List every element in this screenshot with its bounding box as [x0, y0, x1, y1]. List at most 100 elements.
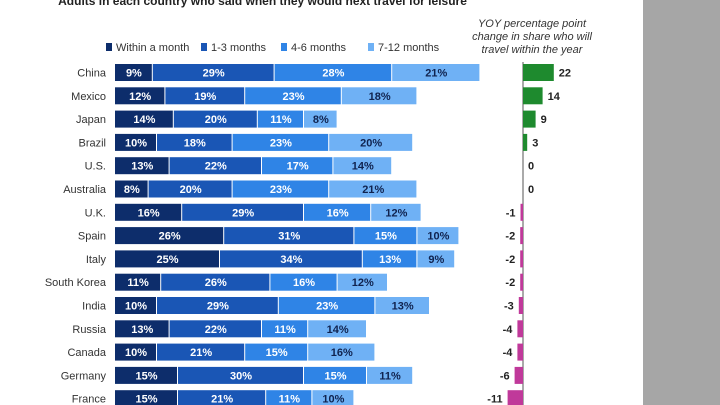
- bar-value-label: 20%: [360, 137, 382, 149]
- legend-label: 4-6 months: [291, 42, 347, 54]
- country-label: Mexico: [71, 91, 106, 103]
- bar-segment: [115, 87, 165, 105]
- bar-value-label: 12%: [352, 277, 374, 289]
- bar-value-label: 31%: [278, 231, 300, 243]
- yoy-change-bar: [523, 133, 528, 151]
- bar-segment: [329, 180, 417, 198]
- bar-segment: [173, 110, 257, 128]
- bar-value-label: 9%: [126, 68, 142, 80]
- right-gray-panel: [643, 0, 720, 405]
- bar-segment: [115, 133, 156, 151]
- bar-value-label: 16%: [138, 207, 160, 219]
- yoy-change-label: -4: [503, 324, 514, 336]
- bar-segment: [157, 343, 245, 361]
- bar-value-label: 22%: [205, 324, 227, 336]
- bar-segment: [337, 273, 387, 291]
- bar-segment: [367, 366, 413, 384]
- bar-segment: [115, 157, 169, 175]
- bar-value-label: 23%: [270, 137, 292, 149]
- bar-segment: [262, 157, 333, 175]
- country-label: Brazil: [78, 137, 106, 149]
- legend-swatch: [106, 43, 112, 51]
- yoy-change-bar: [518, 297, 523, 314]
- bar-segment: [115, 250, 219, 268]
- country-label: France: [72, 394, 106, 405]
- legend-item-4-6-months: 4-6 months: [281, 42, 346, 54]
- bar-value-label: 11%: [279, 394, 301, 405]
- country-label: Russia: [72, 324, 107, 336]
- bar-segment: [224, 227, 354, 245]
- bar-segment: [115, 227, 224, 245]
- country-label: Canada: [67, 347, 106, 359]
- bar-value-label: 11%: [274, 324, 296, 336]
- country-label: U.S.: [85, 161, 106, 173]
- yoy-change-label: 9: [541, 114, 547, 126]
- bar-segment: [245, 87, 341, 105]
- yoy-change-bar: [520, 250, 523, 268]
- country-label: Germany: [61, 370, 107, 382]
- bar-value-label: 11%: [379, 370, 401, 382]
- bar-value-label: 15%: [135, 370, 157, 382]
- bar-segment: [178, 390, 266, 405]
- yoy-change-label: -2: [505, 254, 515, 266]
- yoy-change-bar: [520, 273, 523, 291]
- bar-segment: [417, 250, 455, 268]
- bar-value-label: 13%: [131, 161, 153, 173]
- bar-segment: [232, 180, 329, 198]
- bar-value-label: 29%: [203, 68, 225, 80]
- stacked-bar-chart: China 9% 29% 28% 21% 22 Mexico 12% 19% 23% 18% 14 Ja…: [45, 62, 571, 405]
- country-label: Japan: [76, 114, 106, 126]
- bar-segment: [115, 343, 156, 361]
- bar-value-label: 15%: [135, 394, 157, 405]
- country-label: China: [77, 68, 107, 80]
- legend-label: 7-12 months: [378, 42, 440, 54]
- bar-value-label: 21%: [362, 184, 384, 196]
- bar-segment: [115, 297, 156, 314]
- bar-segment: [232, 133, 329, 151]
- bar-value-label: 16%: [331, 347, 353, 359]
- bar-value-label: 9%: [428, 254, 444, 266]
- bar-segment: [169, 157, 261, 175]
- yoy-change-label: 22: [559, 68, 571, 80]
- yoy-change-bar: [517, 343, 523, 361]
- bar-value-label: 14%: [327, 324, 349, 336]
- bar-value-label: 19%: [194, 91, 216, 103]
- bar-segment: [304, 366, 366, 384]
- bar-value-label: 16%: [293, 277, 315, 289]
- bar-segment: [333, 157, 392, 175]
- bar-value-label: 23%: [270, 184, 292, 196]
- bar-segment: [115, 320, 169, 338]
- bar-value-label: 15%: [324, 370, 346, 382]
- bar-segment: [115, 110, 173, 128]
- yoy-change-label: -1: [506, 207, 516, 219]
- bar-segment: [312, 390, 354, 405]
- bar-value-label: 28%: [322, 68, 344, 80]
- bar-value-label: 11%: [270, 114, 292, 126]
- yoy-change-label: -2: [505, 277, 515, 289]
- bar-segment: [270, 273, 337, 291]
- bar-segment: [169, 320, 261, 338]
- legend-swatch: [201, 43, 207, 51]
- yoy-change-label: -3: [504, 301, 514, 313]
- bar-value-label: 34%: [280, 254, 302, 266]
- bar-value-label: 8%: [313, 114, 329, 126]
- bar-value-label: 18%: [369, 91, 391, 103]
- legend-item-within-a-month: Within a month: [106, 42, 189, 54]
- legend-item-7-12-months: 7-12 months: [368, 42, 439, 54]
- yoy-change-label: 0: [528, 184, 534, 196]
- bar-segment: [165, 87, 245, 105]
- bar-value-label: 17%: [287, 161, 309, 173]
- yoy-change-label: 14: [548, 91, 561, 103]
- bar-value-label: 10%: [427, 231, 449, 243]
- bar-value-label: 12%: [129, 91, 151, 103]
- bar-value-label: 15%: [266, 347, 288, 359]
- bar-segment: [115, 273, 161, 291]
- bar-segment: [304, 203, 371, 221]
- bar-value-label: 8%: [124, 184, 140, 196]
- bar-segment: [220, 250, 362, 268]
- bar-value-label: 21%: [425, 68, 447, 80]
- yoy-change-label: 3: [532, 137, 538, 149]
- yoy-change-bar: [523, 110, 536, 128]
- bar-segment: [362, 250, 417, 268]
- yoy-change-bar: [523, 87, 543, 105]
